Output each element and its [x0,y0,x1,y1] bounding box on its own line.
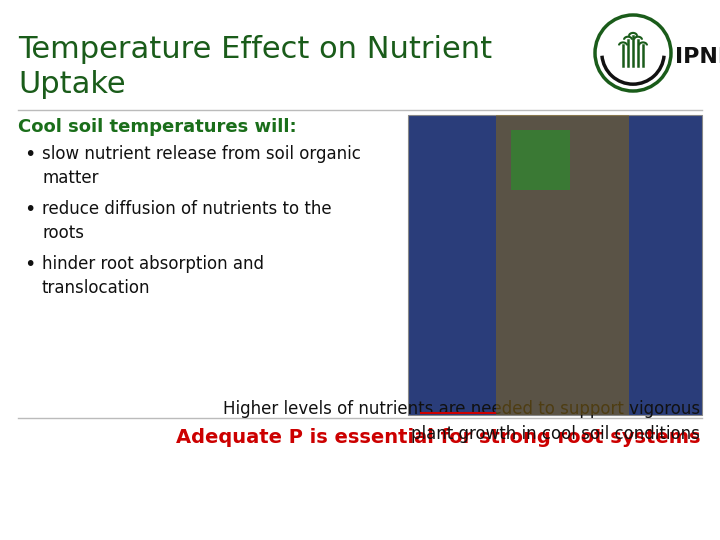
Text: IPNI: IPNI [675,47,720,67]
Text: Uptake: Uptake [18,70,125,99]
Bar [511,130,570,190]
Text: •: • [24,255,35,274]
Text: Cool soil temperatures will:: Cool soil temperatures will: [18,118,297,136]
Text: hinder root absorption and
translocation: hinder root absorption and translocation [42,255,264,298]
Text: •: • [24,200,35,219]
Text: •: • [24,145,35,164]
Text: Temperature Effect on Nutrient: Temperature Effect on Nutrient [18,35,492,64]
Text: slow nutrient release from soil organic
matter: slow nutrient release from soil organic … [42,145,361,187]
Text: Higher levels of nutrients are needed to support vigorous
plant growth in cool s: Higher levels of nutrients are needed to… [223,400,700,443]
Text: Adequate P is essential for strong root systems: Adequate P is essential for strong root … [176,428,700,447]
Text: reduce diffusion of nutrients to the
roots: reduce diffusion of nutrients to the roo… [42,200,332,242]
FancyBboxPatch shape [408,115,702,415]
Bar [496,115,629,415]
